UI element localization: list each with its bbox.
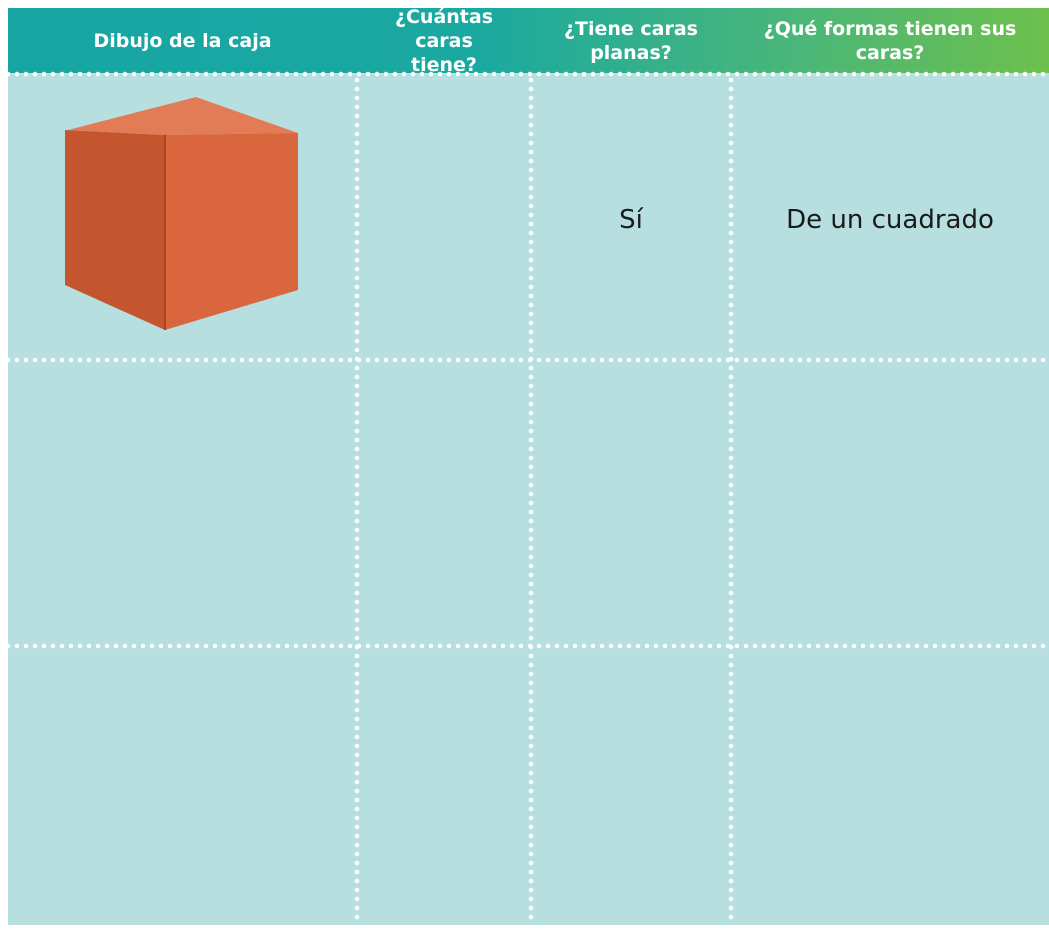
cell-text: Sí — [619, 205, 643, 235]
column-header: ¿Tiene caras planas? — [564, 17, 698, 64]
column-header: ¿Qué formas tienen sus caras? — [763, 17, 1017, 64]
cube-image — [65, 97, 298, 330]
column-header: Dibujo de la caja — [93, 29, 272, 52]
worksheet-table: Dibujo de la caja ¿Cuántas caras tiene? … — [8, 5, 1049, 925]
header-row: Dibujo de la caja ¿Cuántas caras tiene? … — [8, 5, 1049, 76]
column-header: ¿Cuántas caras tiene? — [394, 5, 494, 76]
grid-lines — [8, 71, 1049, 925]
cell-text: De un cuadrado — [786, 205, 994, 235]
